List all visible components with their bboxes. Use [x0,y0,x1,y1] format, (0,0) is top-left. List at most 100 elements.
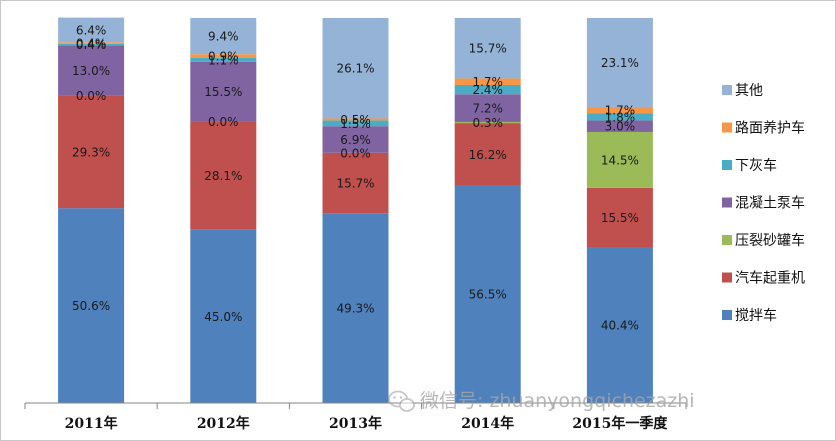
bar-segment [322,118,389,121]
data-label: 40.4% [601,319,639,333]
bar-segment [190,121,257,230]
data-label: 0.9% [208,49,239,63]
bar-segment [58,208,125,403]
data-label: 15.5% [601,211,639,225]
bar-segment [454,121,521,124]
data-label: 45.0% [204,310,242,324]
bar-segment [454,78,521,85]
legend-swatch [722,122,732,133]
data-label: 15.7% [469,42,507,56]
x-tick-label: 2014年 [461,415,514,432]
data-label: 49.3% [336,302,374,316]
legend-swatch [722,310,732,320]
x-tick-label: 2013年 [329,415,382,432]
bar-segment [58,95,125,209]
legend-label: 其他 [735,83,763,99]
legend-item: 路面养护车 [722,120,805,137]
bar-segment [322,120,389,127]
x-axis-ticks [24,403,687,409]
legend-swatch [722,85,732,95]
bar-segment [58,17,125,43]
data-label: 0.4% [76,38,107,52]
legend-item: 搅拌车 [722,307,777,324]
bar-segment [454,185,521,403]
bar-segment [586,106,653,114]
legend-label: 搅拌车 [735,307,777,324]
bar-segment [586,113,653,121]
data-label: 1.8% [605,110,636,124]
data-label: 14.5% [601,153,639,167]
legend-label: 汽车起重机 [735,270,805,287]
watermark-text: 微信号: zhuanyongqichezazhi [420,390,695,412]
bar-segment [586,187,653,248]
data-label: 26.1% [336,62,374,76]
data-label: 3.0% [605,120,636,134]
data-label: 7.2% [472,102,503,116]
data-label: 16.2% [469,148,507,162]
data-label: 0.0% [76,89,107,103]
data-label: 29.3% [72,145,110,159]
bar-segment [190,18,257,55]
legend-item: 其他 [722,83,763,99]
legend-item: 压裂砂罐车 [722,232,805,249]
data-label: 0.0% [340,146,371,160]
data-label: 15.5% [204,85,242,99]
bars-layer [58,17,653,403]
data-label: 23.1% [601,56,639,70]
data-label: 6.4% [76,23,107,37]
bar-segment [322,213,389,403]
bar-segment [190,229,257,403]
legend-item: 下灰车 [722,157,777,174]
x-axis-labels: 2011年 2012年 2013年 2014年 2015年一季度 [65,415,669,432]
bar-segment [586,247,653,403]
bar-segment [454,18,521,79]
legend-swatch [722,197,732,208]
data-label: 0.3% [472,116,503,130]
bar-segment [586,18,653,107]
bar-segment [190,61,257,122]
bar-segment [58,42,125,44]
bar-segment [454,94,521,122]
bar-segment [190,54,257,58]
bar-segment [58,45,125,96]
bar-segment [190,57,257,62]
x-tick-label: 2011年 [65,415,118,432]
data-label: 0.0% [208,115,239,129]
bar-segment [454,84,521,95]
data-label: 1.7% [472,75,503,89]
legend-label: 路面养护车 [735,120,805,137]
bar-segment [586,120,653,132]
data-label: 50.6% [72,299,110,313]
data-label: 2.4% [472,83,503,97]
data-label: 9.4% [208,30,239,44]
data-label: 1.1% [208,53,239,67]
legend-label: 压裂砂罐车 [735,232,805,249]
data-label: 15.7% [336,176,374,190]
legend-label: 混凝土泵车 [735,195,805,212]
legend-swatch [722,160,732,170]
data-label: 1.7% [605,104,636,118]
data-label: 0.4% [76,37,107,51]
legend-label: 下灰车 [735,157,777,174]
data-label: 28.1% [204,169,242,183]
bar-segment [322,152,389,214]
data-label: 13.0% [72,64,110,78]
data-label: 0.5% [340,113,371,127]
legend-item: 汽车起重机 [722,270,805,287]
x-tick-label: 2012年 [197,415,250,432]
data-label: 6.9% [340,133,371,147]
x-tick-label: 2015年一季度 [572,415,668,432]
data-label: 1.5% [340,117,371,131]
legend-item: 混凝土泵车 [722,195,805,212]
bar-segment [322,126,389,153]
bar-segment [586,131,653,188]
watermark: 微信号: zhuanyongqichezazhi [388,390,695,412]
bar-segment [322,18,389,119]
data-labels-layer: 50.6%29.3%0.0%13.0%0.4%0.4%6.4%45.0%28.1… [72,23,639,332]
bar-segment [58,43,125,46]
wechat-icon [388,390,415,412]
